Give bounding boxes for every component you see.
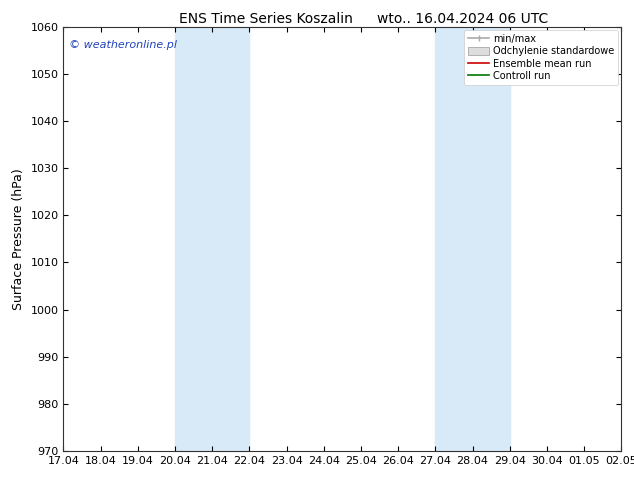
Bar <box>175 27 249 451</box>
Bar <box>436 27 510 451</box>
Text: wto.. 16.04.2024 06 UTC: wto.. 16.04.2024 06 UTC <box>377 12 548 26</box>
Y-axis label: Surface Pressure (hPa): Surface Pressure (hPa) <box>12 168 25 310</box>
Legend: min/max, Odchylenie standardowe, Ensemble mean run, Controll run: min/max, Odchylenie standardowe, Ensembl… <box>464 30 618 85</box>
Text: © weatheronline.pl: © weatheronline.pl <box>69 40 177 49</box>
Text: ENS Time Series Koszalin: ENS Time Series Koszalin <box>179 12 353 26</box>
